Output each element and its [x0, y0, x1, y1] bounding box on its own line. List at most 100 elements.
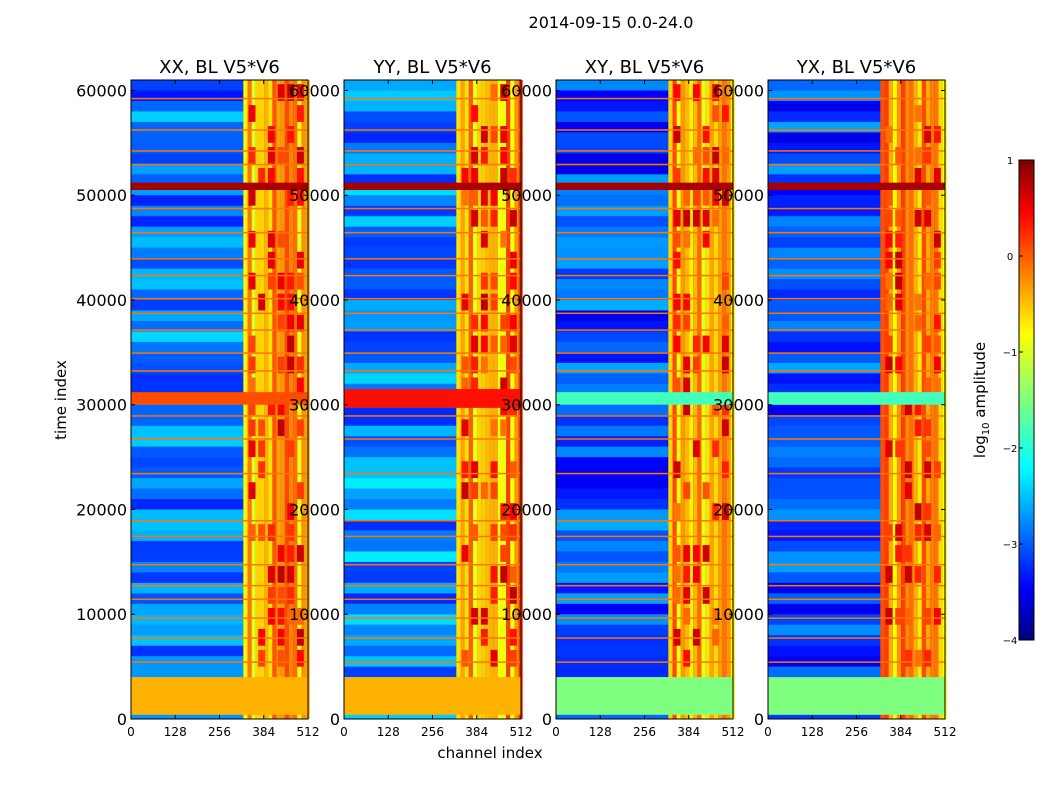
heatmap-row [768, 163, 881, 175]
rfi-line [131, 231, 308, 234]
band-block [490, 335, 498, 353]
horizontal-band [768, 677, 945, 715]
x-tick-label: 0 [127, 725, 135, 739]
y-tick-label: 60000 [76, 81, 127, 100]
rfi-line [556, 661, 733, 663]
band-block [277, 84, 285, 101]
heatmap-row [344, 624, 457, 636]
band-block [895, 545, 903, 562]
band-block [490, 272, 498, 290]
heatmap-row [131, 90, 244, 101]
horizontal-band [344, 677, 521, 715]
heatmap-row [131, 540, 244, 552]
band-block [712, 503, 720, 520]
band-block [509, 251, 517, 269]
heatmap-row [556, 216, 669, 227]
rfi-line [768, 207, 945, 210]
rfi-line [344, 150, 521, 152]
band-block [509, 524, 517, 541]
horizontal-band [768, 182, 945, 190]
band-block [721, 398, 729, 416]
band-block [895, 230, 903, 248]
band-block [287, 356, 295, 374]
rfi-line [768, 97, 945, 100]
rfi-line [344, 129, 521, 131]
heatmap-row [556, 467, 669, 479]
heatmap-row [556, 352, 669, 363]
band-block [885, 356, 893, 374]
heatmap-row [768, 268, 881, 280]
heatmap-row [344, 100, 457, 112]
horizontal-band [131, 182, 308, 190]
colorbar-tick-label: 0 [1007, 252, 1013, 263]
band-block [914, 524, 922, 541]
heatmap-row [556, 142, 669, 154]
rfi-line [556, 274, 733, 277]
band-block [471, 314, 479, 332]
band-block [895, 209, 903, 227]
band-block [267, 566, 275, 583]
heatmap-row [768, 383, 881, 395]
heatmap-row [768, 635, 881, 646]
rfi-line [556, 535, 733, 538]
heatmap-row [344, 132, 457, 143]
heatmap-row [131, 299, 244, 311]
rfi-line [768, 617, 945, 619]
band-block [924, 419, 932, 437]
x-tick-label: 384 [889, 725, 912, 739]
band-block [500, 84, 508, 101]
heatmap-row [344, 519, 457, 531]
band-block [683, 566, 691, 583]
panel-title: XY, BL V5*V6 [585, 57, 704, 78]
band-block [692, 545, 700, 562]
band-block [914, 649, 922, 667]
band-block [683, 230, 691, 248]
band-block [461, 167, 469, 185]
panel-title: YY, BL V5*V6 [372, 57, 491, 78]
rfi-line [768, 563, 945, 566]
heatmap-row [556, 226, 669, 238]
y-tick-label: 50000 [713, 186, 764, 205]
heatmap-row [556, 561, 669, 573]
band-block [721, 461, 729, 479]
heatmap-row [344, 310, 457, 321]
heatmap-row [556, 331, 669, 342]
band-block [509, 587, 517, 604]
band-block [712, 607, 720, 625]
x-tick-label: 0 [340, 725, 348, 739]
y-tick-label: 30000 [76, 396, 127, 415]
band-block [296, 607, 304, 625]
band-block [248, 105, 256, 122]
rfi-line [131, 438, 308, 440]
heatmap-row [556, 645, 669, 657]
heatmap-row [344, 142, 457, 154]
heatmap-row [344, 446, 457, 458]
colorbar-label: log10 amplitude [971, 342, 992, 458]
band-block [480, 126, 488, 143]
band-block [933, 251, 941, 269]
y-tick-label: 40000 [713, 291, 764, 310]
band-block [500, 524, 508, 541]
band-block [885, 607, 893, 625]
band-block [287, 188, 295, 206]
x-tick-label: 256 [845, 725, 868, 739]
band-block [287, 335, 295, 353]
heatmap-row [556, 488, 669, 500]
rfi-line [344, 207, 521, 210]
heatmap-row [131, 446, 244, 458]
heatmap-row [344, 499, 457, 510]
band-block [277, 545, 285, 562]
rfi-line [556, 163, 733, 166]
colorbar: 10−1−2−3−4 log10 amplitude [971, 156, 1035, 647]
band-block [258, 440, 266, 458]
y-tick-label: 50000 [501, 186, 552, 205]
band-block [490, 482, 498, 500]
heatmap-row [768, 352, 881, 363]
band-block [673, 377, 681, 395]
band-block [673, 230, 681, 248]
rfi-line [344, 97, 521, 100]
heatmap-row [344, 226, 457, 238]
band-block [258, 461, 266, 479]
heatmap-row [344, 341, 457, 353]
